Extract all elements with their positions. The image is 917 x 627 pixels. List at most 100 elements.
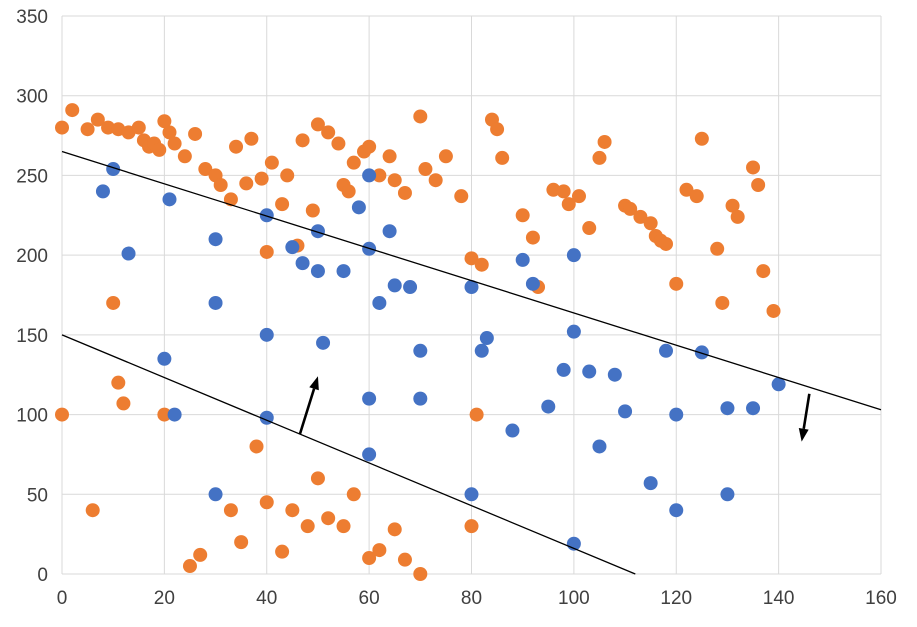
data-point-orange-class: [515, 208, 530, 223]
data-point-orange-class: [341, 184, 356, 199]
y-tick-label: 350: [16, 7, 48, 28]
x-tick-label: 100: [558, 588, 590, 609]
data-point-orange-class: [331, 136, 346, 151]
data-point-blue-class: [208, 232, 223, 247]
y-tick-label: 200: [16, 246, 48, 267]
data-point-orange-class: [438, 149, 453, 164]
data-point-orange-class: [766, 303, 781, 318]
data-point-orange-class: [167, 136, 182, 151]
data-point-orange-class: [55, 120, 69, 135]
data-point-orange-class: [633, 209, 648, 224]
data-point-blue-class: [351, 200, 366, 215]
data-point-blue-class: [582, 364, 597, 379]
data-point-orange-class: [464, 519, 479, 534]
data-point-blue-class: [310, 264, 325, 279]
y-tick-label: 150: [16, 326, 48, 347]
data-point-orange-class: [382, 149, 397, 164]
data-point-orange-class: [387, 173, 402, 188]
boundary-line: [61, 334, 636, 575]
data-point-blue-class: [259, 208, 274, 223]
data-point-blue-class: [403, 280, 418, 295]
data-point-orange-class: [111, 375, 126, 390]
data-point-orange-class: [418, 162, 433, 177]
data-point-orange-class: [213, 177, 228, 192]
y-tick-label: 50: [27, 485, 48, 506]
data-point-blue-class: [285, 240, 300, 255]
data-point-orange-class: [464, 251, 479, 266]
data-point-orange-class: [694, 131, 709, 146]
data-point-orange-class: [310, 471, 325, 486]
x-tick-label: 60: [359, 588, 380, 609]
data-point-orange-class: [177, 149, 192, 164]
data-point-orange-class: [592, 150, 607, 165]
data-point-orange-class: [428, 173, 443, 188]
data-point-orange-class: [305, 203, 320, 218]
arrow-shaft: [298, 388, 316, 435]
data-point-orange-class: [454, 189, 469, 204]
data-point-blue-class: [413, 391, 428, 406]
data-point-orange-class: [259, 244, 274, 259]
data-point-orange-class: [310, 117, 325, 132]
data-point-orange-class: [336, 519, 351, 534]
data-point-blue-class: [541, 399, 556, 414]
data-point-orange-class: [198, 162, 213, 177]
data-point-orange-class: [223, 192, 238, 207]
data-point-orange-class: [372, 168, 387, 183]
y-axis-tick-labels: 0 50 100 150 200 250 300 350: [16, 7, 48, 586]
y-tick-label: 300: [16, 87, 48, 108]
data-point-orange-class: [623, 201, 638, 216]
data-point-orange-class: [254, 171, 269, 186]
data-point-orange-class: [346, 155, 361, 170]
annotation-arrows: [298, 376, 811, 442]
x-tick-label: 40: [256, 588, 277, 609]
data-point-orange-class: [234, 535, 249, 550]
data-point-orange-class: [280, 168, 295, 183]
data-point-blue-class: [771, 377, 786, 392]
data-point-orange-class: [101, 120, 116, 135]
data-point-blue-class: [505, 423, 520, 438]
data-point-orange-class: [321, 125, 336, 140]
series-blue-class: [95, 162, 786, 551]
data-point-orange-class: [65, 103, 80, 118]
data-point-blue-class: [659, 343, 674, 358]
data-point-blue-class: [746, 401, 761, 416]
data-point-blue-class: [362, 168, 377, 183]
data-point-blue-class: [259, 327, 274, 342]
data-point-blue-class: [362, 447, 377, 462]
x-tick-label: 80: [461, 588, 482, 609]
data-point-blue-class: [95, 184, 110, 199]
data-point-blue-class: [669, 503, 684, 518]
data-point-orange-class: [116, 396, 131, 411]
data-point-orange-class: [561, 197, 576, 212]
arrow-head: [309, 376, 319, 391]
data-point-orange-class: [85, 503, 100, 518]
data-point-blue-class: [464, 280, 479, 295]
data-point-blue-class: [208, 295, 223, 310]
arrow-shaft: [802, 393, 811, 430]
data-point-blue-class: [607, 367, 622, 382]
x-tick-label: 120: [660, 588, 692, 609]
data-point-orange-class: [725, 198, 740, 213]
data-point-orange-class: [643, 216, 658, 231]
data-point-blue-class: [592, 439, 607, 454]
data-point-orange-class: [372, 543, 387, 558]
data-point-orange-class: [264, 155, 279, 170]
data-point-orange-class: [275, 544, 290, 559]
data-point-orange-class: [397, 552, 412, 567]
data-point-orange-class: [80, 122, 95, 137]
data-point-blue-class: [556, 362, 571, 377]
data-point-orange-class: [157, 407, 172, 422]
x-tick-label: 140: [763, 588, 795, 609]
data-point-orange-class: [285, 503, 300, 518]
series-orange-class: [55, 103, 781, 581]
data-point-blue-class: [208, 487, 223, 502]
data-point-orange-class: [275, 197, 290, 212]
data-point-blue-class: [694, 345, 709, 360]
data-point-orange-class: [474, 257, 489, 272]
data-point-orange-class: [413, 109, 428, 124]
data-point-blue-class: [157, 351, 172, 366]
data-point-orange-class: [490, 122, 505, 137]
data-point-blue-class: [336, 264, 351, 279]
data-point-orange-class: [259, 495, 274, 510]
data-point-orange-class: [597, 134, 612, 149]
